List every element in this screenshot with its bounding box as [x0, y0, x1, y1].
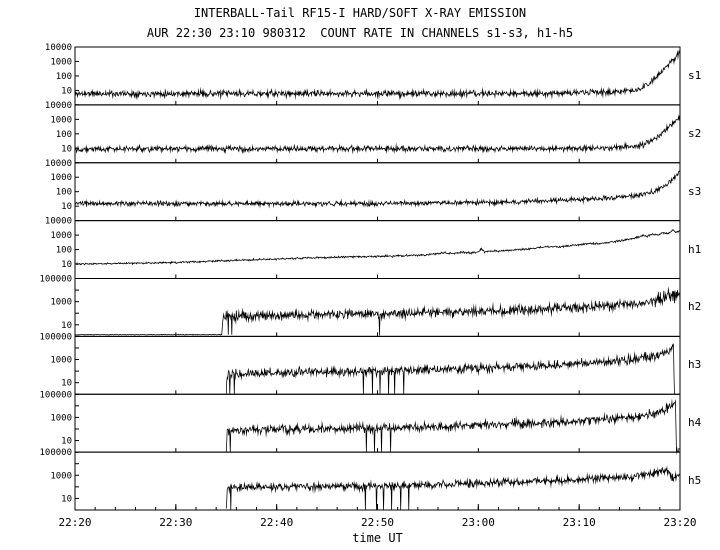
channel-label-s1: s1 [688, 68, 702, 82]
channel-label-s3: s3 [688, 184, 702, 198]
chart-subtitle: AUR 22:30 23:10 980312 COUNT RATE IN CHA… [146, 26, 574, 40]
channel-label-h1: h1 [688, 242, 702, 256]
channel-label-h3: h3 [688, 358, 702, 372]
chart-title: INTERBALL-Tail RF15-I HARD/SOFT X-RAY EM… [193, 6, 527, 20]
channel-label-h4: h4 [688, 416, 702, 430]
channel-label-h5: h5 [688, 474, 702, 488]
x-axis-label: time UT [352, 531, 403, 545]
channel-label-s2: s2 [688, 126, 702, 140]
channel-label-h2: h2 [688, 300, 702, 314]
